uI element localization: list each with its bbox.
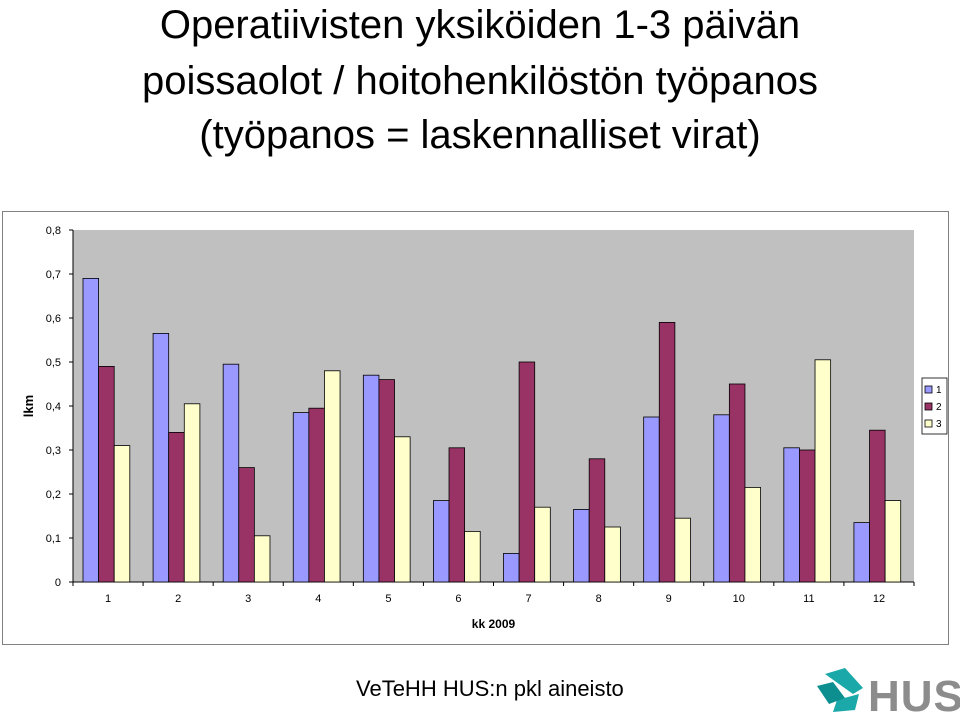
bar-series-2 [448, 447, 466, 583]
y-tick-label: 0,6 [46, 313, 61, 325]
source-note: VeTeHH HUS:n pkl aineisto [356, 676, 624, 701]
bar-chart: 00,10,20,30,40,50,60,70,81 2 3 4 5 6 7 8 9 10 11 12… [21, 225, 948, 631]
bar-series-3 [604, 526, 621, 583]
y-tick-label: 0,4 [46, 401, 61, 413]
bar-series-3 [884, 500, 902, 583]
bar-series-1 [503, 552, 520, 583]
bar-series-3 [744, 486, 761, 583]
legend-label-3: 3 [936, 419, 942, 430]
legend-swatch-1 [924, 385, 933, 394]
chart-title-line-1: Operatiivisten yksiköiden 1-3 päivän [159, 3, 801, 47]
y-tick-label: 0,7 [46, 269, 61, 281]
x-tick-label: 7 [525, 593, 531, 605]
bar-series-1 [292, 412, 310, 583]
bar-series-1 [362, 374, 380, 583]
bar-series-1 [783, 447, 800, 583]
bar-series-3 [253, 535, 271, 583]
x-tick-label: 12 [873, 593, 885, 605]
bar-series-1 [222, 363, 240, 583]
x-tick-label: 9 [666, 593, 672, 605]
bar-series-2 [98, 365, 115, 583]
bar-series-3 [183, 403, 201, 583]
y-tick-label: 0,1 [46, 533, 61, 545]
bar-series-1 [152, 333, 170, 583]
bar-series-1 [82, 278, 100, 583]
bar-series-2 [728, 383, 746, 583]
bar-series-2 [869, 429, 886, 583]
bar-series-3 [113, 445, 131, 583]
y-tick-label: 0,3 [46, 445, 61, 457]
plot-area [73, 230, 914, 582]
x-tick-label: 8 [596, 593, 602, 605]
bar-series-2 [238, 467, 255, 583]
y-tick-label: 0 [55, 577, 61, 589]
bar-series-2 [588, 458, 606, 583]
bar-series-3 [534, 506, 551, 583]
legend-label-2: 2 [936, 402, 942, 413]
chart-subtitle: (työpanos = laskennalliset virat) [199, 113, 761, 157]
bar-series-2 [308, 407, 325, 583]
bar-series-3 [674, 517, 691, 583]
legend-label-1: 1 [936, 385, 942, 396]
bar-series-2 [658, 322, 676, 583]
bar-series-3 [464, 530, 481, 583]
x-tick-label: 2 [175, 593, 181, 605]
chart-title-line-2: poissaolot / hoitohenkilöstön työpanos [141, 59, 818, 103]
bar-series-2 [799, 449, 816, 583]
legend-swatch-2 [924, 402, 933, 411]
hus-logo-icon [817, 668, 863, 712]
bar-series-1 [573, 508, 590, 583]
y-tick-label: 0,2 [46, 489, 61, 501]
bar-series-1 [433, 500, 450, 583]
bar-series-2 [518, 361, 536, 583]
bar-series-1 [713, 414, 730, 583]
y-tick-label: 0,8 [46, 225, 61, 237]
x-tick-label: 5 [385, 593, 391, 605]
x-tick-label: 1 [105, 593, 111, 605]
x-axis-title: kk 2009 [472, 617, 516, 631]
logo-text: HUS [868, 672, 960, 721]
chart-frame: 0 0,1 0,2 0,3 0,4 0,5 0,6 0,7 0,8 1 2 3 4 5 6 7 8 9 10 11 12… [2, 211, 949, 645]
y-tick-label: 0,5 [46, 357, 61, 369]
x-tick-label: 6 [455, 593, 461, 605]
bar-series-2 [378, 379, 395, 583]
bar-series-3 [324, 370, 341, 583]
x-tick-label: 3 [245, 593, 251, 605]
x-tick-label: 4 [315, 593, 321, 605]
x-tick-label: 10 [733, 593, 745, 605]
y-axis-title: lkm [21, 395, 36, 417]
bar-series-3 [394, 436, 411, 583]
bar-series-3 [814, 359, 832, 583]
bar-series-1 [853, 522, 870, 583]
bar-series-1 [643, 416, 660, 583]
legend-swatch-3 [924, 419, 933, 428]
bar-series-2 [168, 431, 185, 583]
x-tick-label: 11 [803, 593, 814, 605]
